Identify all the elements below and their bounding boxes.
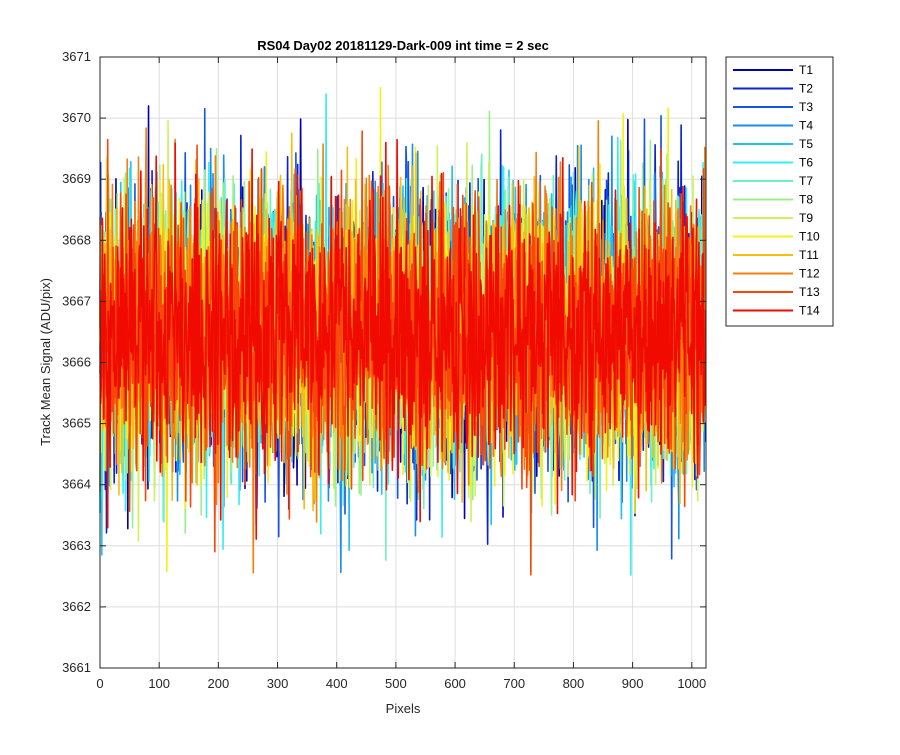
- x-tick-label: 0: [96, 676, 103, 691]
- x-axis-label: Pixels: [386, 701, 421, 716]
- series-layer: [99, 86, 707, 576]
- y-tick-label: 3663: [62, 538, 91, 553]
- y-tick-label: 3669: [62, 171, 91, 186]
- legend-label: T9: [799, 211, 813, 225]
- legend-label: T8: [799, 193, 813, 207]
- chart-title: RS04 Day02 20181129-Dark-009 int time = …: [257, 38, 549, 53]
- legend-label: T14: [799, 304, 820, 318]
- legend-label: T1: [799, 63, 813, 77]
- legend-label: T12: [799, 267, 820, 281]
- y-tick-label: 3667: [62, 293, 91, 308]
- x-tick-label: 1000: [677, 676, 706, 691]
- series-line-t14: [99, 138, 707, 540]
- legend-label: T13: [799, 285, 820, 299]
- legend-label: T2: [799, 82, 813, 96]
- axis-ticks: 0 100 200 300 400 500 600 700 800 900 1000 3661 3662…: [62, 49, 706, 691]
- legend-label: T4: [799, 119, 813, 133]
- x-tick-label: 400: [326, 676, 348, 691]
- x-tick-label: 900: [622, 676, 644, 691]
- legend-label: T6: [799, 156, 813, 170]
- legend-box: [725, 56, 834, 327]
- legend-label: T7: [799, 174, 813, 188]
- y-tick-label: 3662: [62, 599, 91, 614]
- y-tick-label: 3666: [62, 355, 91, 370]
- y-tick-label: 3664: [62, 477, 91, 492]
- legend-label: T11: [799, 248, 819, 262]
- x-tick-label: 800: [563, 676, 585, 691]
- x-tick-label: 600: [444, 676, 466, 691]
- legend-label: T5: [799, 137, 813, 151]
- x-tick-label: 100: [148, 676, 170, 691]
- y-tick-label: 3661: [62, 660, 91, 675]
- legend: T1 T2 T3 T4 T5 T6 T7 T8 T9 T10 T11 T12 T13 T14: [725, 56, 834, 327]
- legend-label: T10: [799, 230, 820, 244]
- y-tick-label: 3668: [62, 232, 91, 247]
- x-tick-label: 700: [503, 676, 525, 691]
- y-tick-label: 3671: [62, 49, 91, 64]
- legend-label: T3: [799, 100, 813, 114]
- x-tick-label: 300: [267, 676, 289, 691]
- y-tick-label: 3670: [62, 110, 91, 125]
- y-axis-label: Track Mean Signal (ADU/pix): [38, 278, 53, 446]
- x-tick-label: 200: [208, 676, 230, 691]
- y-tick-label: 3665: [62, 416, 91, 431]
- x-tick-label: 500: [385, 676, 407, 691]
